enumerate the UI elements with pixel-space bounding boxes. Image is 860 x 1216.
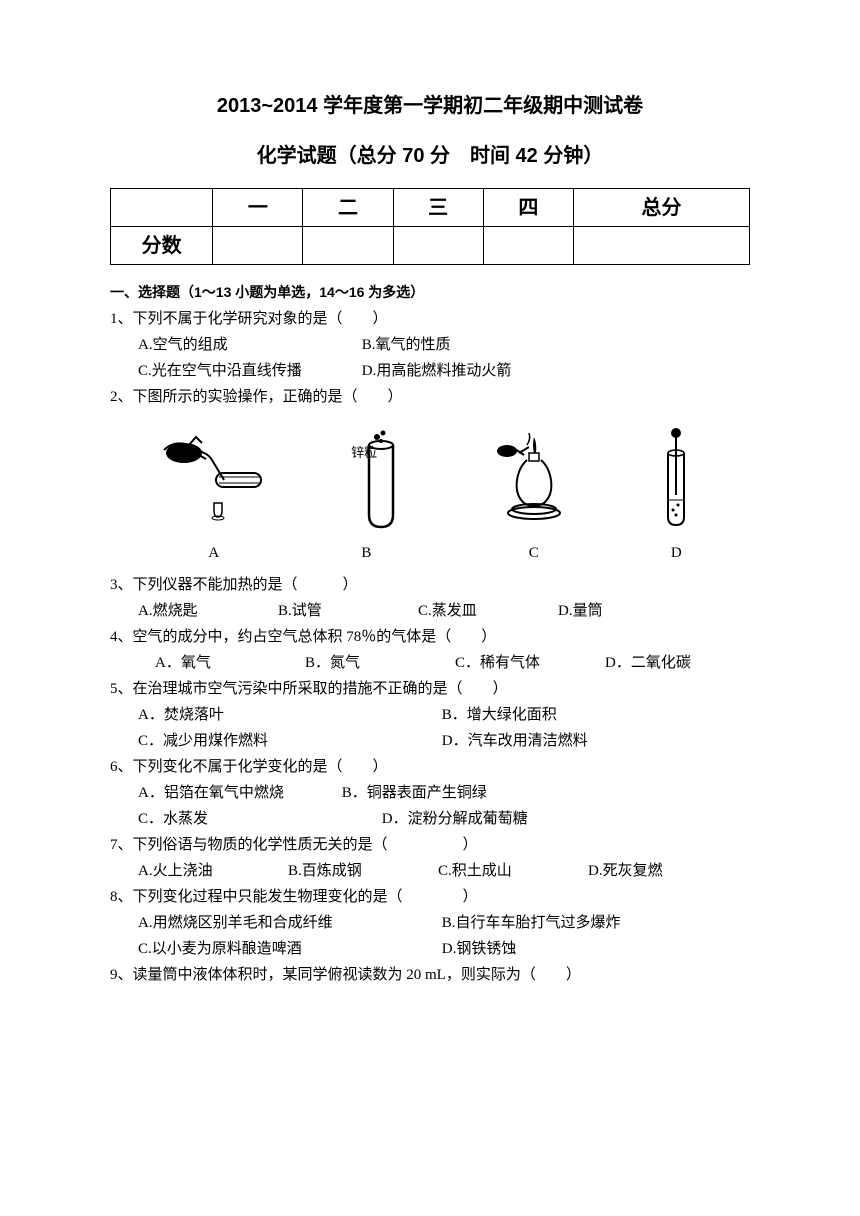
diagram-label-c: C: [529, 545, 539, 561]
option-d: D.死灰复燃: [588, 859, 663, 883]
question-num: 6、: [110, 759, 133, 775]
option-c: C.积土成山: [438, 859, 588, 883]
option-a: A．氧气: [155, 651, 305, 675]
question-text: 下列变化过程中只能发生物理变化的是（ ）: [133, 889, 478, 905]
question-text: 空气的成分中，约占空气总体积 78％的气体是（ ）: [133, 629, 497, 645]
score-cell-total: [573, 227, 749, 265]
option-b: B.试管: [278, 599, 418, 623]
score-cell-3: [393, 227, 483, 265]
diagram-label-a: A: [208, 545, 219, 561]
question-text: 读量筒中液体体积时，某同学俯视读数为 20 mL，则实际为（ ）: [133, 967, 581, 983]
question-4: 4、空气的成分中，约占空气总体积 78％的气体是（ ）: [110, 625, 750, 649]
question-text: 下列俗语与物质的化学性质无关的是（ ）: [133, 837, 478, 853]
option-d: D.钢铁锈蚀: [442, 937, 517, 961]
diagram-c: C: [489, 425, 579, 565]
question-1-options-2: C.光在空气中沿直线传播 D.用高能燃料推动火箭: [110, 359, 750, 383]
table-header-1: 一: [213, 189, 303, 227]
question-num: 4、: [110, 629, 133, 645]
question-num: 1、: [110, 311, 133, 327]
option-a: A.用燃烧区别羊毛和合成纤维: [138, 911, 438, 935]
option-d: D．二氧化碳: [605, 651, 691, 675]
question-1-options: A.空气的组成 B.氧气的性质: [110, 333, 750, 357]
question-num: 3、: [110, 577, 133, 593]
option-b: B．增大绿化面积: [442, 703, 557, 727]
test-tube-stopper-icon: [154, 425, 274, 535]
question-3-options: A.燃烧匙B.试管C.蒸发皿D.量筒: [110, 599, 750, 623]
question-num: 9、: [110, 967, 133, 983]
question-text: 在治理城市空气污染中所采取的措施不正确的是（ ）: [133, 681, 508, 697]
question-5-options-2: C．减少用煤作燃料 D．汽车改用清洁燃料: [110, 729, 750, 753]
option-a: A．焚烧落叶: [138, 703, 438, 727]
option-c: C．水蒸发: [138, 807, 378, 831]
option-a: A．铝箔在氧气中燃烧: [138, 781, 338, 805]
option-b: B.百炼成钢: [288, 859, 438, 883]
title-sub: 化学试题（总分 70 分 时间 42 分钟）: [110, 140, 750, 172]
question-8: 8、下列变化过程中只能发生物理变化的是（ ）: [110, 885, 750, 909]
option-d: D．淀粉分解成葡萄糖: [382, 807, 528, 831]
option-c: C.以小麦为原料酿造啤酒: [138, 937, 438, 961]
title-main: 2013~2014 学年度第一学期初二年级期中测试卷: [110, 90, 750, 122]
question-8-options-2: C.以小麦为原料酿造啤酒 D.钢铁锈蚀: [110, 937, 750, 961]
table-row: 分数: [111, 227, 750, 265]
zinc-label: 锌粒: [351, 445, 377, 460]
question-5-options: A．焚烧落叶 B．增大绿化面积: [110, 703, 750, 727]
option-a: A.空气的组成: [138, 333, 358, 357]
test-tube-zinc-icon: [341, 425, 421, 535]
option-b: B．氮气: [305, 651, 455, 675]
question-num: 8、: [110, 889, 133, 905]
table-header-4: 四: [483, 189, 573, 227]
question-1: 1、下列不属于化学研究对象的是（ ）: [110, 307, 750, 331]
table-header-blank: [111, 189, 213, 227]
question-8-options: A.用燃烧区别羊毛和合成纤维 B.自行车车胎打气过多爆炸: [110, 911, 750, 935]
option-b: B.氧气的性质: [362, 333, 451, 357]
option-c: C.光在空气中沿直线传播: [138, 359, 358, 383]
question-4-options: A．氧气B．氮气C．稀有气体D．二氧化碳: [110, 651, 750, 675]
option-b: B.自行车车胎打气过多爆炸: [442, 911, 621, 935]
option-c: C．减少用煤作燃料: [138, 729, 438, 753]
option-c: C.蒸发皿: [418, 599, 558, 623]
table-row: 一 二 三 四 总分: [111, 189, 750, 227]
thermometer-tube-icon: [646, 425, 706, 535]
alcohol-lamp-icon: [489, 425, 579, 535]
question-6-options-2: C．水蒸发 D．淀粉分解成葡萄糖: [110, 807, 750, 831]
question-text: 下列不属于化学研究对象的是（ ）: [133, 311, 388, 327]
option-d: D.用高能燃料推动火箭: [362, 359, 512, 383]
diagram-row: A B 锌粒 C: [110, 425, 750, 565]
question-5: 5、在治理城市空气污染中所采取的措施不正确的是（ ）: [110, 677, 750, 701]
option-a: A.火上浇油: [138, 859, 288, 883]
question-3: 3、下列仪器不能加热的是（ ）: [110, 573, 750, 597]
section-header: 一、选择题（1～13 小题为单选，14～16 为多选）: [110, 281, 750, 303]
score-cell-2: [303, 227, 393, 265]
score-table: 一 二 三 四 总分 分数: [110, 188, 750, 265]
question-text: 下列变化不属于化学变化的是（ ）: [133, 759, 388, 775]
score-row-label: 分数: [111, 227, 213, 265]
diagram-d: D: [646, 425, 706, 565]
question-6: 6、下列变化不属于化学变化的是（ ）: [110, 755, 750, 779]
table-header-total: 总分: [573, 189, 749, 227]
question-2: 2、下图所示的实验操作，正确的是（ ）: [110, 385, 750, 409]
question-text: 下列仪器不能加热的是（ ）: [133, 577, 358, 593]
option-a: A.燃烧匙: [138, 599, 278, 623]
score-cell-1: [213, 227, 303, 265]
diagram-a: A: [154, 425, 274, 565]
diagram-label-b: B: [361, 545, 371, 561]
question-7-options: A.火上浇油B.百炼成钢C.积土成山D.死灰复燃: [110, 859, 750, 883]
table-header-2: 二: [303, 189, 393, 227]
question-7: 7、下列俗语与物质的化学性质无关的是（ ）: [110, 833, 750, 857]
option-d: D．汽车改用清洁燃料: [442, 729, 588, 753]
option-c: C．稀有气体: [455, 651, 605, 675]
question-6-options: A．铝箔在氧气中燃烧 B．铜器表面产生铜绿: [110, 781, 750, 805]
option-b: B．铜器表面产生铜绿: [342, 781, 487, 805]
score-cell-4: [483, 227, 573, 265]
question-num: 2、: [110, 389, 133, 405]
question-num: 5、: [110, 681, 133, 697]
diagram-label-d: D: [671, 545, 682, 561]
option-d: D.量筒: [558, 599, 698, 623]
diagram-b: B 锌粒: [341, 425, 421, 565]
question-num: 7、: [110, 837, 133, 853]
question-text: 下图所示的实验操作，正确的是（ ）: [133, 389, 403, 405]
table-header-3: 三: [393, 189, 483, 227]
question-9: 9、读量筒中液体体积时，某同学俯视读数为 20 mL，则实际为（ ）: [110, 963, 750, 987]
